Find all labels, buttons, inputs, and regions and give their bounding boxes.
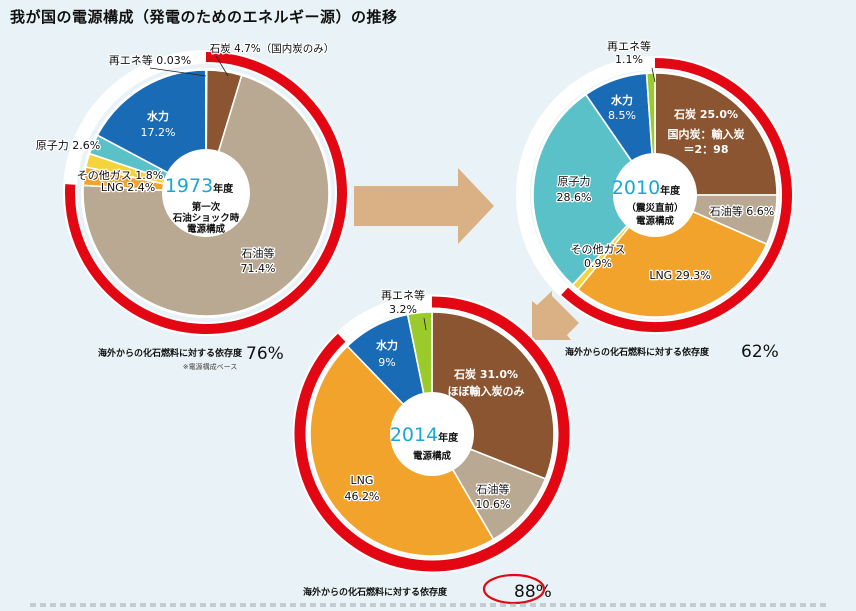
center-caption: 電源構成 xyxy=(187,223,226,235)
slice-label-hydro: 9% xyxy=(378,356,395,369)
year-suffix: 年度 xyxy=(660,184,681,197)
dependency-ring-1973 xyxy=(65,52,347,334)
dependency-ring-2014 xyxy=(294,296,570,572)
slice-label-coal: 石炭 31.0% xyxy=(453,367,518,381)
year-suffix: 年度 xyxy=(213,182,234,195)
dependency-caption-1973: 海外からの化石燃料に対する依存度 xyxy=(98,347,243,359)
slice-label-hydro: 水力 xyxy=(147,109,169,123)
dependency-ring-2010 xyxy=(561,58,792,332)
slice-label-renewable: 再エネ等 xyxy=(607,39,651,53)
pie-center-2010 xyxy=(613,153,697,237)
slice-label-renewable: 1.1% xyxy=(615,53,643,66)
arrow-1973-to-2010 xyxy=(354,168,494,244)
dependency-value-2014: 88% xyxy=(514,582,552,602)
leader-line xyxy=(215,55,229,77)
year-label-1973: 1973年度 xyxy=(165,175,234,197)
slice-label-hydro: 水力 xyxy=(376,338,398,352)
slice-label-lng: 46.2% xyxy=(345,490,380,503)
slice-label-coal: ほぼ輸入炭のみ xyxy=(448,384,525,398)
center-caption: （震災直前） xyxy=(626,202,683,214)
slice-label-renewable: 再エネ等 0.03% xyxy=(109,53,191,67)
dependency-caption-2014: 海外からの化石燃料に対する依存度 xyxy=(303,586,448,598)
year-label-2010: 2010年度 xyxy=(612,177,681,199)
center-caption: 電源構成 xyxy=(413,450,452,462)
footer-note-strip xyxy=(30,603,830,607)
slice-label-renewable: 3.2% xyxy=(389,303,417,316)
slice-label-coal: ＝2：98 xyxy=(684,143,729,156)
pie-slice-nuclear-2010 xyxy=(532,93,656,286)
slice-label-other_gas: 0.9% xyxy=(584,257,612,270)
slice-label-oil: 石油等 6.6% xyxy=(710,204,774,218)
slice-label-oil: 石油等 xyxy=(477,482,510,496)
pie-slice-coal-2010 xyxy=(654,72,778,196)
slice-label-oil: 10.6% xyxy=(476,498,511,511)
year-number: 2010 xyxy=(612,177,660,199)
dependency-value-2010: 62% xyxy=(741,342,779,362)
arrow-2010-to-2014 xyxy=(532,291,579,340)
chart-title: 我が国の電源構成（発電のためのエネルギー源）の推移 xyxy=(10,8,398,26)
slice-label-nuclear: 原子力 xyxy=(558,175,591,188)
slice-label-hydro: 水力 xyxy=(611,93,633,107)
year-suffix: 年度 xyxy=(438,431,459,444)
slice-label-coal: 石炭 25.0% xyxy=(673,107,738,121)
slice-label-oil: 71.4% xyxy=(241,262,276,275)
slice-label-lng: LNG 2.4% xyxy=(101,181,155,194)
pie-slice-lng-2010 xyxy=(577,194,768,318)
year-number: 2014 xyxy=(390,424,438,446)
pie-center-2014 xyxy=(390,392,474,476)
slice-label-renewable: 再エネ等 xyxy=(381,288,425,302)
slice-label-oil: 石油等 xyxy=(242,246,275,260)
slice-label-other_gas: その他ガス xyxy=(571,243,626,256)
chart-note: ※電源構成ベース xyxy=(183,362,238,371)
leader-line xyxy=(149,67,207,77)
slice-label-nuclear: 28.6% xyxy=(557,191,592,204)
slice-label-lng: LNG 29.3% xyxy=(649,269,710,282)
slice-label-coal: 国内炭：輸入炭 xyxy=(668,127,745,141)
year-number: 1973 xyxy=(165,175,213,197)
leader-line xyxy=(423,317,427,331)
pie-center-1973 xyxy=(162,149,250,237)
center-caption: 電源構成 xyxy=(636,215,675,227)
center-caption: 第一次 xyxy=(192,201,221,213)
slice-label-coal: 石炭 4.7%（国内炭のみ） xyxy=(210,42,335,55)
year-label-2014: 2014年度 xyxy=(390,424,459,446)
slice-label-nuclear: 原子力 2.6% xyxy=(36,139,100,152)
slice-label-lng: LNG xyxy=(351,474,374,487)
leader-line xyxy=(651,67,656,83)
slice-label-other_gas: その他ガス 1.8% xyxy=(77,169,163,182)
slice-label-hydro: 17.2% xyxy=(141,126,176,139)
slice-label-hydro: 8.5% xyxy=(608,109,636,122)
dependency-value-1973: 76% xyxy=(246,344,284,364)
dependency-caption-2010: 海外からの化石燃料に対する依存度 xyxy=(565,346,710,358)
center-caption: 石油ショック時 xyxy=(172,212,240,224)
